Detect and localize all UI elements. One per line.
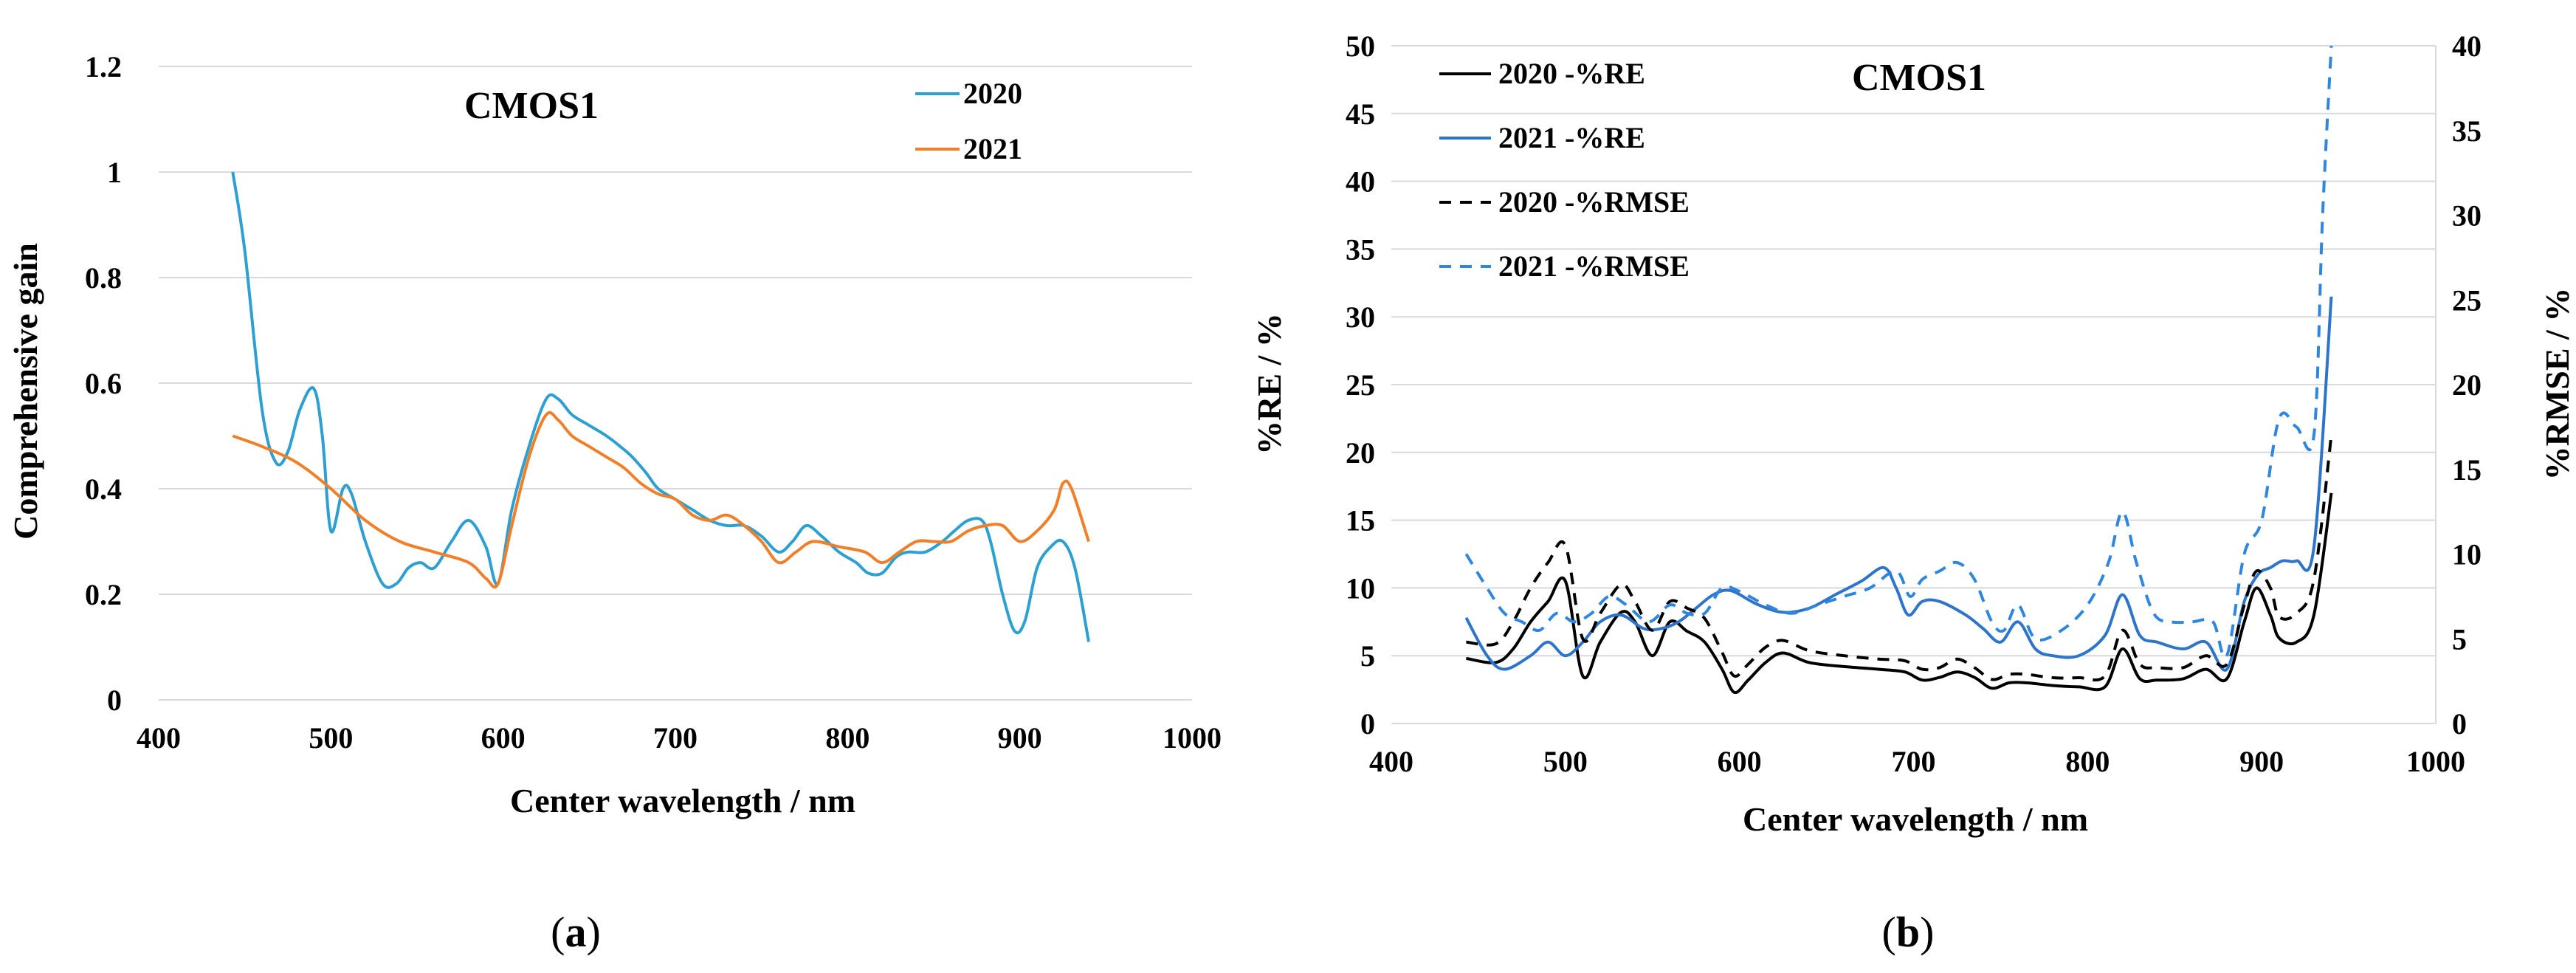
panel-b-right-y-tick-3: 15 [2452,453,2482,486]
panel-a-x-tick-labels: 400 500 600 700 800 900 1000 [137,721,1222,754]
panel-b-legend: 2020 -%RE 2021 -%RE 2020 -%RMSE 2021 -%R… [1439,57,1690,283]
panel-b-line-2021-rmse [1464,45,2333,659]
panel-b-right-y-tick-0: 0 [2452,707,2467,740]
panel-a-chart: 0 0.2 0.4 0.6 0.8 1 1.2 400 500 600 700 800 900 1000… [7,50,1222,956]
panel-a-y-tick-4: 0.8 [85,261,122,295]
panel-b-left-y-tick-8: 40 [1346,165,1375,199]
panel-b-series [1464,45,2333,695]
panel-a-y-axis-label: Comprehensive gain [7,243,44,540]
panel-b-right-y-tick-labels: 0 5 10 15 20 25 30 35 40 [2452,30,2482,740]
panel-b-left-y-axis-label: %RE / % [1250,313,1288,455]
panel-b-left-y-tick-9: 45 [1346,97,1375,131]
panel-b-left-y-tick-3: 15 [1346,504,1375,537]
panel-a-x-tick-1: 500 [309,721,353,754]
panel-a-y-tick-2: 0.4 [85,472,122,506]
legend-label-2021-re: 2021 -%RE [1498,121,1645,154]
panel-a-x-tick-5: 900 [998,721,1042,754]
panel-a-label: (a) [551,908,601,956]
panel-b-right-y-tick-6: 30 [2452,199,2482,233]
panel-a-y-tick-6: 1.2 [85,50,122,83]
panel-a-y-tick-5: 1 [107,156,122,189]
panel-b-right-y-axis-label: %RMSE / % [2538,288,2576,481]
panel-b-left-y-tick-4: 20 [1346,436,1375,470]
panel-b-x-tick-3: 700 [1892,745,1936,778]
panel-b-left-y-tick-0: 0 [1360,707,1375,740]
panel-a-line-2020 [231,171,1090,642]
panel-b-x-axis-label: Center wavelength / nm [1743,800,2088,838]
panel-b-x-tick-0: 400 [1369,745,1413,778]
panel-a-x-tick-0: 400 [137,721,181,754]
panel-b-left-y-tick-2: 10 [1346,571,1375,605]
panel-a-x-tick-6: 1000 [1163,721,1222,754]
panel-a-x-tick-3: 700 [653,721,698,754]
panel-b-right-y-tick-5: 25 [2452,283,2482,317]
panel-b-x-tick-labels: 400 500 600 700 800 900 1000 [1369,745,2465,778]
legend-label-2021: 2021 [963,132,1022,165]
panel-a-x-tick-4: 800 [825,721,869,754]
panel-a-x-tick-2: 600 [481,721,526,754]
panel-a-y-tick-1: 0.2 [85,578,122,611]
panel-b-title: CMOS1 [1852,57,1986,99]
panel-b-left-y-tick-1: 5 [1360,639,1375,673]
panel-b-x-tick-4: 800 [2065,745,2110,778]
panel-a-letter: a [565,908,587,956]
panel-b-right-y-tick-7: 35 [2452,114,2482,148]
panel-b-left-y-tick-10: 50 [1346,30,1375,63]
panel-b-x-tick-6: 1000 [2406,745,2465,778]
panel-b-x-tick-5: 900 [2239,745,2284,778]
panel-b-left-y-tick-5: 25 [1346,368,1375,402]
panel-b-line-2020-rmse [1466,435,2333,682]
panel-b-right-y-tick-1: 5 [2452,622,2467,656]
panel-a-y-tick-3: 0.6 [85,367,122,400]
panel-a-series [231,171,1090,642]
legend-label-2020-re: 2020 -%RE [1498,57,1645,90]
panel-a-line-2021 [232,410,1090,589]
panel-b-left-y-tick-7: 35 [1346,233,1375,266]
panel-a-y-tick-0: 0 [107,684,122,717]
panel-b-label: (b) [1882,908,1935,956]
panel-b-right-y-tick-2: 10 [2452,538,2482,571]
panel-b-right-y-tick-4: 20 [2452,368,2482,402]
legend-label-2020-rmse: 2020 -%RMSE [1498,185,1690,219]
panel-b-x-tick-1: 500 [1543,745,1588,778]
panel-b-chart: 0 5 10 15 20 25 30 35 40 45 50 0 5 10 15 20 25 30 35 40 40… [1250,30,2576,956]
panel-b-left-y-tick-6: 30 [1346,300,1375,334]
panel-b-left-y-tick-labels: 0 5 10 15 20 25 30 35 40 45 50 [1346,30,1375,740]
panel-a-title: CMOS1 [464,85,599,127]
panel-b-x-tick-2: 600 [1718,745,1762,778]
panel-b-line-2020-re [1466,492,2333,695]
panel-a-gridlines [159,66,1192,701]
panel-a-legend: 2020 2021 [915,77,1022,165]
panel-b-line-2021-re [1464,296,2333,672]
panel-a-y-tick-labels: 0 0.2 0.4 0.6 0.8 1 1.2 [85,50,122,717]
panel-a-x-axis-label: Center wavelength / nm [510,782,855,819]
legend-label-2021-rmse: 2021 -%RMSE [1498,250,1690,283]
legend-label-2020: 2020 [963,77,1022,110]
panel-b-right-y-tick-8: 40 [2452,30,2482,63]
panel-b-letter: b [1896,908,1920,956]
